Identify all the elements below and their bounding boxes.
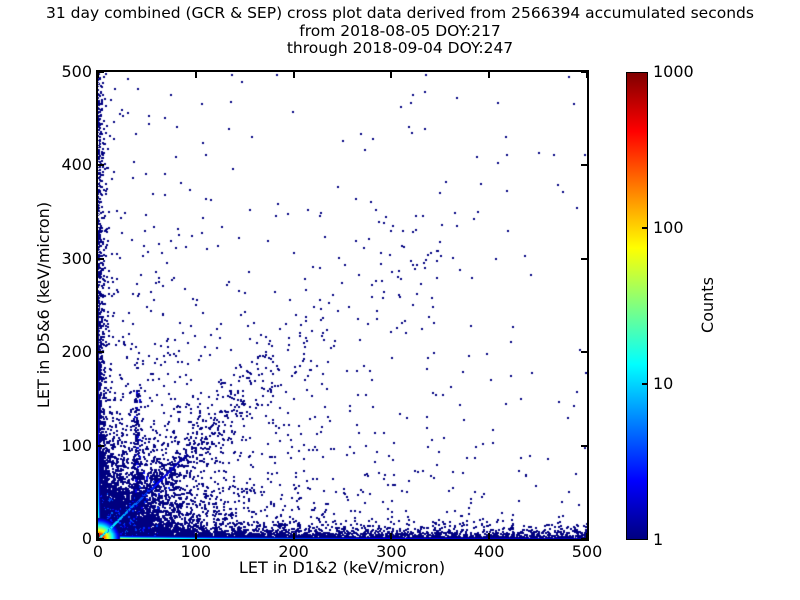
x-tick: [390, 533, 392, 539]
colorbar-label: Counts: [698, 277, 717, 333]
x-tick: [586, 533, 588, 539]
colorbar: [626, 72, 648, 540]
y-tick-label: 0: [81, 529, 92, 548]
x-tick-label: 100: [180, 542, 212, 561]
colorbar-tick-label: 10: [653, 374, 674, 393]
y-tick: [581, 538, 587, 540]
colorbar-tick-label: 1: [653, 530, 664, 549]
x-tick: [97, 72, 99, 78]
y-tick-label: 200: [61, 342, 92, 362]
chart-subtitle-through: through 2018-09-04 DOY:247: [286, 39, 514, 57]
x-tick: [195, 72, 197, 78]
y-tick: [98, 71, 104, 73]
x-tick-label: 0: [92, 542, 104, 561]
chart-subtitle-from: from 2018-08-05 DOY:217: [299, 21, 501, 40]
y-tick-label: 100: [61, 435, 92, 455]
y-tick: [581, 445, 587, 447]
colorbar-tick-label: 100: [653, 218, 684, 237]
x-tick-label: 500: [571, 542, 603, 561]
title-block: 31 day combined (GCR & SEP) cross plot d…: [0, 4, 800, 58]
colorbar-gradient: [627, 73, 647, 539]
y-tick: [98, 538, 104, 540]
y-tick: [581, 351, 587, 353]
y-tick-label: 300: [61, 248, 92, 268]
y-tick: [98, 445, 104, 447]
y-tick-label: 500: [61, 62, 92, 81]
x-axis-label: LET in D1&2 (keV/micron): [238, 558, 446, 577]
y-axis-label: LET in D5&6 (keV/micron): [34, 201, 53, 409]
x-tick-label: 300: [376, 542, 407, 561]
y-tick: [581, 258, 587, 260]
colorbar-tick: [642, 383, 647, 385]
x-tick-label: 200: [278, 542, 309, 561]
x-tick: [293, 72, 295, 78]
scatter-canvas: [98, 72, 587, 539]
x-tick: [97, 533, 99, 539]
x-tick: [390, 72, 392, 78]
x-tick: [488, 72, 490, 78]
x-tick: [586, 72, 588, 78]
colorbar-tick: [642, 227, 647, 229]
plot-area: [96, 70, 589, 541]
colorbar-tick-label: 1000: [653, 62, 694, 81]
y-tick: [581, 71, 587, 73]
x-tick: [293, 533, 295, 539]
y-tick: [98, 258, 104, 260]
x-tick-label: 400: [473, 542, 505, 561]
x-tick: [488, 533, 490, 539]
y-tick: [98, 164, 104, 166]
y-tick: [98, 351, 104, 353]
y-tick: [581, 164, 587, 166]
y-tick-label: 400: [61, 155, 92, 175]
x-tick: [195, 533, 197, 539]
chart-title: 31 day combined (GCR & SEP) cross plot d…: [46, 4, 754, 22]
